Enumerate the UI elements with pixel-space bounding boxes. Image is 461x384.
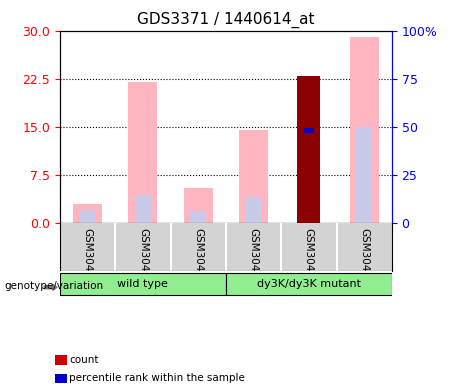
Title: GDS3371 / 1440614_at: GDS3371 / 1440614_at	[137, 12, 315, 28]
Bar	[183, 187, 213, 223]
Text: GSM304405: GSM304405	[193, 227, 203, 291]
Bar	[80, 210, 95, 223]
Bar	[73, 204, 102, 223]
Text: wild type: wild type	[118, 279, 168, 289]
Bar	[246, 197, 261, 223]
Text: GSM304408: GSM304408	[359, 227, 369, 291]
Bar	[135, 195, 151, 223]
Text: dy3K/dy3K mutant: dy3K/dy3K mutant	[257, 279, 361, 289]
Bar	[239, 130, 268, 223]
Text: genotype/variation: genotype/variation	[5, 281, 104, 291]
Bar	[190, 211, 206, 223]
FancyBboxPatch shape	[226, 273, 392, 295]
Text: percentile rank within the sample: percentile rank within the sample	[69, 373, 245, 383]
Bar	[349, 37, 378, 223]
Bar	[297, 76, 320, 223]
Text: count: count	[69, 355, 99, 365]
Bar	[356, 127, 372, 223]
Text: GSM304404: GSM304404	[138, 227, 148, 291]
Text: GSM304403: GSM304403	[83, 227, 93, 291]
Bar	[304, 128, 313, 133]
Text: GSM304407: GSM304407	[304, 227, 314, 291]
Bar	[128, 82, 157, 223]
FancyBboxPatch shape	[60, 273, 226, 295]
Text: GSM304406: GSM304406	[248, 227, 259, 291]
